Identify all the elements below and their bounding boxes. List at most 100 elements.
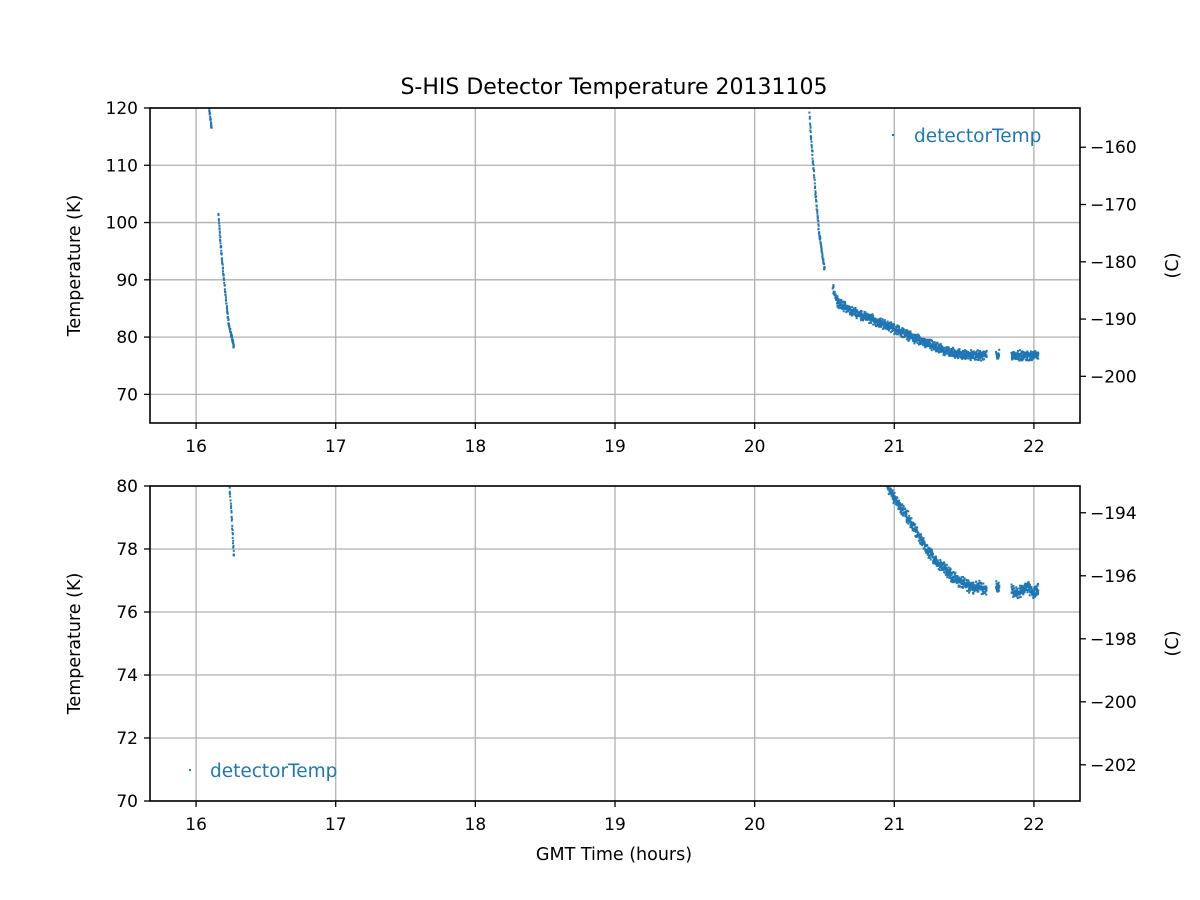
- bottom-x-tick-label: 16: [185, 815, 207, 835]
- top-data-point: [984, 351, 987, 354]
- top-data-point: [972, 356, 975, 359]
- top-y-tick-label: 120: [106, 99, 138, 119]
- top-data-point: [927, 343, 930, 346]
- bottom-data-point: [921, 542, 924, 545]
- bottom-data-point: [941, 568, 944, 571]
- top-data-point: [1012, 357, 1015, 360]
- top-data-point: [967, 354, 970, 357]
- bottom-data-point: [950, 573, 953, 576]
- bottom-data-point: [897, 506, 900, 509]
- top-data-point: [950, 352, 953, 355]
- bottom-data-point: [915, 535, 918, 538]
- bottom-data-point: [930, 549, 933, 552]
- top-data-point: [863, 312, 866, 315]
- bottom-data-point: [1025, 588, 1028, 591]
- bottom-data-point: [954, 576, 957, 579]
- top-data-point: [811, 160, 814, 163]
- bottom-data-point: [1030, 587, 1033, 590]
- top-x-tick-label: 18: [465, 437, 487, 457]
- top-data-point: [852, 310, 855, 313]
- top-data-point: [1030, 356, 1033, 359]
- bottom-data-point: [960, 577, 963, 580]
- bottom-data-point: [927, 546, 930, 549]
- top-data-point: [877, 324, 880, 327]
- top-data-point: [932, 346, 935, 349]
- top-data-point: [1037, 351, 1040, 354]
- bottom-data-point: [963, 579, 966, 582]
- top-data-point: [911, 333, 914, 336]
- top-data-point: [888, 328, 891, 331]
- top-data-point: [973, 351, 976, 354]
- top-data-point: [1037, 354, 1040, 357]
- top-data-point: [954, 356, 957, 359]
- top-data-point: [938, 351, 941, 354]
- top-data-point: [1035, 351, 1038, 354]
- bottom-data-point: [947, 570, 950, 573]
- bottom-data-point: [979, 587, 982, 590]
- top-data-point: [902, 328, 905, 331]
- top-data-point: [956, 353, 959, 356]
- top-data-point: [868, 322, 871, 325]
- top-data-point: [866, 312, 869, 315]
- top-data-point: [915, 334, 918, 337]
- bottom-data-point: [1013, 587, 1016, 590]
- top-y-axis-label: Temperature (K): [65, 195, 85, 338]
- top-data-point: [848, 308, 851, 311]
- top-data-point: [947, 351, 950, 354]
- top-data-point: [223, 278, 226, 281]
- bottom-data-point: [918, 533, 921, 536]
- bottom-data-point: [1022, 593, 1025, 596]
- top-data-point: [891, 325, 894, 328]
- bottom-data-point: [1031, 594, 1034, 597]
- bottom-data-point: [231, 529, 234, 532]
- top-data-point: [969, 359, 972, 362]
- bottom-data-point: [1030, 590, 1033, 593]
- top-data-point: [860, 312, 863, 315]
- top-ticks: 16 17 18 19 20 21 22 70 80 90 100 110 120 −200 −190 −18…: [106, 99, 1137, 457]
- bottom-data-point: [905, 513, 908, 516]
- top-data-point: [208, 104, 210, 106]
- bottom-data-point: [888, 489, 891, 492]
- top-data-point: [943, 354, 946, 357]
- bottom-data-point: [1023, 589, 1026, 592]
- bottom-data-point: [894, 499, 897, 502]
- bottom-data-point: [897, 507, 900, 510]
- bottom-data-point: [920, 533, 923, 536]
- top-data-point: [837, 307, 840, 310]
- bottom-data-point: [968, 585, 971, 588]
- bottom-data-point: [1028, 583, 1031, 586]
- top-data-point: [845, 307, 848, 310]
- top-data-point: [875, 324, 878, 327]
- bottom-data-point: [911, 528, 914, 531]
- bottom-data-point: [945, 568, 948, 571]
- bottom-x-tick-label: 21: [883, 815, 905, 835]
- top-data-point: [836, 300, 839, 303]
- top-data-point: [975, 358, 978, 361]
- top-data-point: [208, 113, 211, 116]
- top-data-point: [935, 343, 938, 346]
- top-data-point: [813, 178, 816, 181]
- top-data-point: [980, 352, 983, 355]
- top-data-point: [892, 322, 895, 325]
- bottom-data-point: [957, 581, 960, 584]
- bottom-data-point: [927, 556, 930, 559]
- top-data-point: [942, 352, 945, 355]
- top-data-point: [816, 216, 819, 219]
- bottom-data-point: [967, 582, 970, 585]
- top-data-point: [220, 252, 223, 255]
- bottom-right-tick-label: −198: [1090, 630, 1137, 650]
- bottom-data-point: [968, 591, 971, 594]
- top-data-point: [209, 119, 212, 122]
- top-data-point: [809, 126, 812, 129]
- bottom-data-point: [960, 576, 963, 579]
- top-data-point: [928, 338, 931, 341]
- top-data-point: [862, 319, 865, 322]
- top-data-point: [851, 313, 854, 316]
- bottom-data-point: [1020, 584, 1023, 587]
- top-data-point: [229, 327, 232, 330]
- bottom-data-point: [978, 579, 981, 582]
- bottom-data-point: [978, 584, 981, 587]
- top-data-point: [874, 321, 877, 324]
- top-data-point: [915, 340, 918, 343]
- top-data-point: [1014, 352, 1017, 355]
